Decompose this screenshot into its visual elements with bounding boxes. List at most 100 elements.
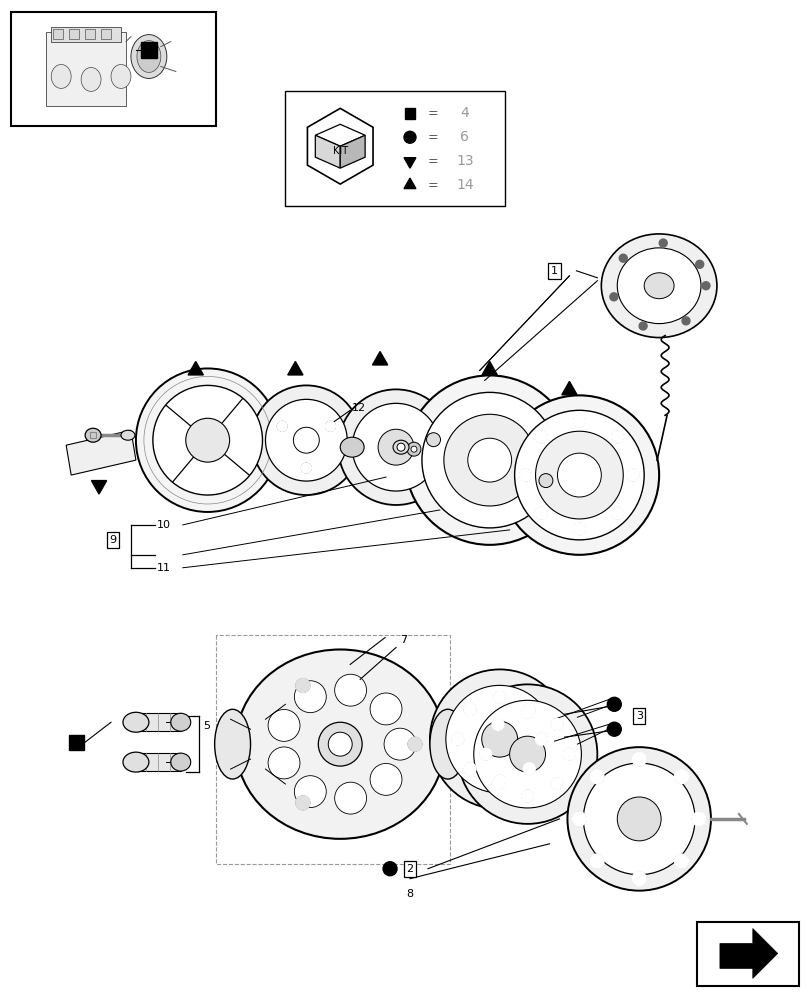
Circle shape	[384, 728, 415, 760]
Text: KIT: KIT	[333, 146, 347, 156]
Ellipse shape	[557, 453, 601, 497]
Ellipse shape	[429, 669, 569, 809]
Bar	[101, 29, 111, 39]
Circle shape	[521, 790, 533, 802]
Ellipse shape	[131, 35, 166, 78]
Circle shape	[681, 317, 689, 325]
Circle shape	[328, 732, 352, 756]
Text: 6: 6	[460, 130, 469, 144]
Circle shape	[301, 463, 311, 473]
Circle shape	[464, 704, 475, 716]
Circle shape	[295, 678, 310, 692]
Ellipse shape	[457, 684, 597, 824]
Circle shape	[370, 693, 401, 725]
Ellipse shape	[582, 763, 694, 875]
Circle shape	[638, 322, 646, 330]
Ellipse shape	[616, 248, 700, 324]
Ellipse shape	[643, 273, 673, 299]
Text: =: =	[427, 155, 438, 168]
Ellipse shape	[293, 427, 319, 453]
Circle shape	[572, 812, 586, 826]
Polygon shape	[404, 178, 415, 189]
Ellipse shape	[422, 392, 557, 528]
Ellipse shape	[352, 403, 440, 491]
Text: =: =	[427, 179, 438, 192]
Circle shape	[626, 469, 638, 481]
Circle shape	[481, 721, 517, 757]
Circle shape	[370, 763, 401, 795]
Circle shape	[607, 722, 620, 736]
Circle shape	[268, 747, 299, 779]
Circle shape	[573, 415, 585, 427]
Text: 7: 7	[400, 635, 406, 645]
Circle shape	[616, 797, 660, 841]
Polygon shape	[66, 430, 135, 475]
Bar	[51, 27, 121, 42]
Ellipse shape	[170, 753, 191, 771]
Circle shape	[611, 507, 623, 519]
Circle shape	[451, 733, 463, 745]
Circle shape	[695, 260, 703, 268]
Text: 4: 4	[460, 106, 469, 120]
Circle shape	[659, 239, 667, 247]
Polygon shape	[482, 361, 496, 375]
Circle shape	[493, 775, 505, 787]
Circle shape	[509, 736, 545, 772]
Circle shape	[519, 469, 531, 481]
Circle shape	[493, 691, 505, 703]
Ellipse shape	[499, 395, 659, 555]
Polygon shape	[188, 361, 203, 375]
Circle shape	[407, 737, 422, 751]
Circle shape	[607, 697, 620, 711]
Polygon shape	[307, 108, 372, 184]
Circle shape	[674, 854, 688, 868]
Circle shape	[406, 442, 420, 456]
Ellipse shape	[111, 64, 131, 88]
Circle shape	[268, 709, 299, 741]
Circle shape	[404, 131, 415, 143]
Polygon shape	[315, 124, 365, 146]
Ellipse shape	[397, 443, 405, 451]
Circle shape	[521, 706, 533, 718]
Text: =: =	[427, 107, 438, 120]
Circle shape	[702, 282, 709, 290]
Bar	[54, 29, 63, 39]
Text: 11: 11	[157, 563, 170, 573]
Ellipse shape	[251, 385, 361, 495]
Ellipse shape	[85, 428, 101, 442]
Bar	[46, 32, 126, 106]
Circle shape	[410, 446, 417, 452]
Bar	[285, 91, 504, 206]
Text: 12: 12	[352, 403, 366, 413]
Ellipse shape	[567, 747, 710, 891]
Ellipse shape	[405, 375, 573, 545]
Bar	[696, 922, 798, 986]
Circle shape	[479, 748, 491, 760]
Circle shape	[522, 704, 534, 716]
Ellipse shape	[214, 709, 251, 779]
Ellipse shape	[122, 712, 148, 732]
Circle shape	[573, 523, 585, 535]
Bar	[11, 12, 216, 126]
Circle shape	[535, 733, 547, 745]
Circle shape	[325, 421, 335, 431]
Bar	[85, 29, 95, 39]
Text: 10: 10	[157, 520, 170, 530]
Ellipse shape	[393, 440, 409, 454]
Circle shape	[334, 674, 366, 706]
Bar	[135, 713, 181, 731]
Circle shape	[563, 748, 575, 760]
Circle shape	[294, 776, 326, 808]
Ellipse shape	[51, 64, 71, 88]
Circle shape	[491, 778, 504, 790]
Circle shape	[534, 431, 547, 443]
Text: 5: 5	[203, 721, 209, 731]
Text: 9: 9	[109, 535, 117, 545]
Polygon shape	[372, 352, 387, 365]
Text: 8: 8	[406, 889, 413, 899]
Ellipse shape	[535, 431, 623, 519]
Circle shape	[551, 778, 563, 790]
Ellipse shape	[135, 368, 279, 512]
Text: 13: 13	[456, 154, 473, 168]
Ellipse shape	[340, 437, 363, 457]
